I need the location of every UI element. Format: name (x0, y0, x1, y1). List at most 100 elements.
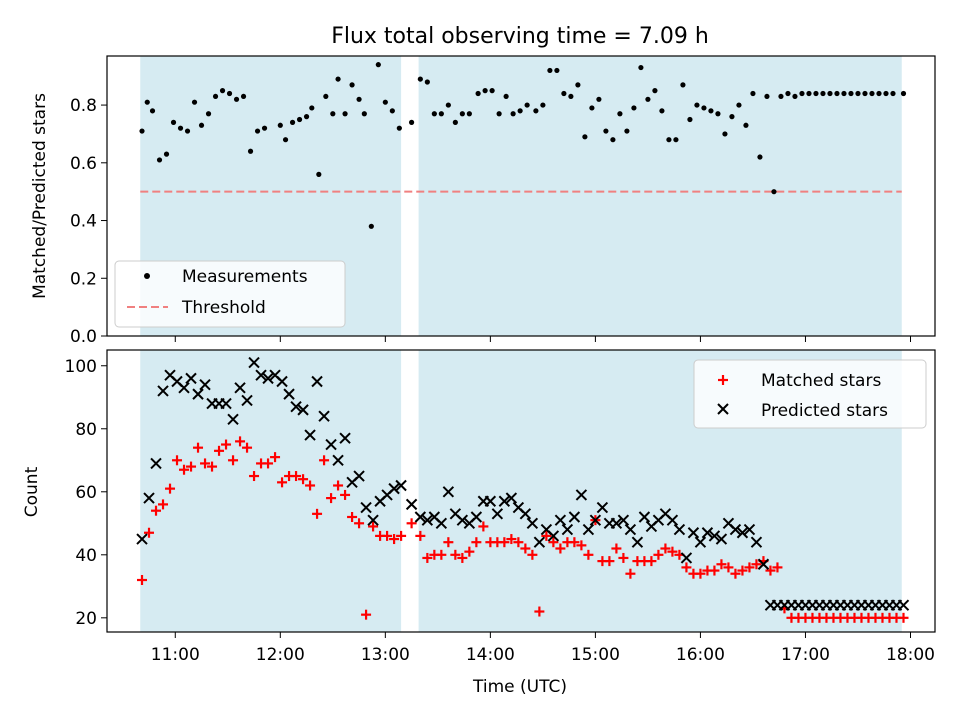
measurement-point (408, 119, 415, 125)
measurement-point (645, 96, 651, 102)
matched-point (737, 565, 748, 576)
matched-point (193, 442, 204, 453)
matched-point (368, 521, 379, 532)
measurement-point (792, 93, 798, 100)
matched-point (396, 530, 407, 541)
matched-point (765, 565, 776, 576)
matched-point (618, 552, 629, 563)
predicted-point (456, 514, 469, 526)
predicted-point (505, 492, 518, 504)
predicted-point (297, 404, 309, 416)
matched-point (520, 543, 531, 554)
top-ylabel: Matched/Predicted stars (30, 93, 50, 299)
predicted-point (470, 511, 483, 523)
predicted-point (715, 533, 728, 545)
predicted-point (353, 470, 365, 482)
matched-point (436, 549, 447, 560)
matched-point (723, 562, 734, 573)
matched-point (415, 530, 426, 541)
matched-point (172, 455, 183, 466)
bottom-x-ticks: 11:00 12:00 13:00 14:00 15:00 16:00 17:00 18:00 (151, 632, 935, 665)
matched-point (457, 552, 468, 563)
matched-point (242, 442, 253, 453)
predicted-point (743, 523, 756, 536)
bottom-xlabel: Time (UTC) (472, 677, 567, 697)
matched-point (772, 562, 783, 573)
predicted-point (414, 511, 427, 523)
predicted-point (596, 501, 609, 514)
predicted-point (360, 501, 372, 514)
measurement-point (729, 114, 735, 120)
measurement-point (361, 111, 367, 117)
measurement-point (205, 111, 212, 117)
measurement-point (156, 157, 163, 163)
measurement-point (610, 137, 616, 143)
matched-point (667, 546, 678, 557)
measurement-point (342, 111, 348, 117)
measurement-point (277, 122, 283, 128)
measurement-point (568, 93, 574, 100)
legend-measurements-marker (144, 273, 150, 279)
measurement-point (198, 122, 205, 128)
predicted-point (519, 508, 532, 520)
measurement-point (261, 125, 268, 131)
measurement-point (624, 128, 630, 134)
predicted-point (290, 401, 302, 413)
predicted-point (304, 429, 316, 441)
predicted-point (484, 495, 497, 507)
measurement-point (799, 90, 805, 97)
matched-point (144, 527, 155, 538)
measurement-point (743, 122, 749, 128)
measurement-point (323, 93, 329, 100)
predicted-point (442, 486, 455, 498)
matched-point (730, 568, 741, 579)
predicted-point (276, 375, 288, 388)
y-tick-label: 0.8 (70, 96, 97, 116)
measurement-point (820, 90, 826, 97)
measurement-point (184, 128, 191, 134)
measurement-point (226, 90, 233, 97)
predicted-point (143, 492, 155, 504)
measurement-point (452, 119, 458, 125)
predicted-point (617, 514, 630, 526)
predicted-point (568, 511, 581, 523)
y-tick-label: 60 (75, 483, 97, 503)
measurement-point (482, 88, 488, 94)
measurement-point (862, 90, 868, 97)
predicted-point (491, 508, 504, 520)
matched-point (270, 452, 281, 463)
matched-point (179, 464, 190, 475)
matched-point (361, 609, 372, 620)
matched-point (744, 562, 755, 573)
measurement-point (524, 102, 530, 108)
measurement-point (247, 148, 254, 154)
predicted-point (687, 527, 700, 539)
matched-point (347, 511, 358, 522)
measurement-point (431, 111, 437, 117)
predicted-point (199, 378, 211, 391)
measurement-point (575, 82, 581, 88)
measurement-point (356, 96, 362, 102)
predicted-point (736, 527, 749, 539)
predicted-point (332, 454, 344, 466)
matched-point (137, 575, 148, 586)
predicted-point (673, 523, 686, 536)
predicted-point (339, 432, 351, 444)
top-y-ticks: 0.0 0.2 0.4 0.6 0.8 (70, 96, 107, 347)
measurement-point (144, 99, 150, 105)
matched-point (709, 565, 720, 576)
measurement-point (445, 102, 451, 108)
measurement-point (890, 90, 896, 97)
measurement-point (547, 67, 553, 74)
measurement-point (680, 82, 686, 88)
matched-point (646, 556, 657, 567)
predicted-point (547, 530, 560, 542)
y-tick-label: 0.4 (70, 212, 97, 232)
predicted-point (897, 599, 910, 611)
top-x-ticks (174, 336, 911, 342)
matched-point (151, 505, 162, 516)
predicted-point (582, 523, 595, 536)
matched-point (604, 556, 615, 567)
bottom-ylabel: Count (22, 466, 42, 517)
measurement-point (666, 137, 672, 143)
